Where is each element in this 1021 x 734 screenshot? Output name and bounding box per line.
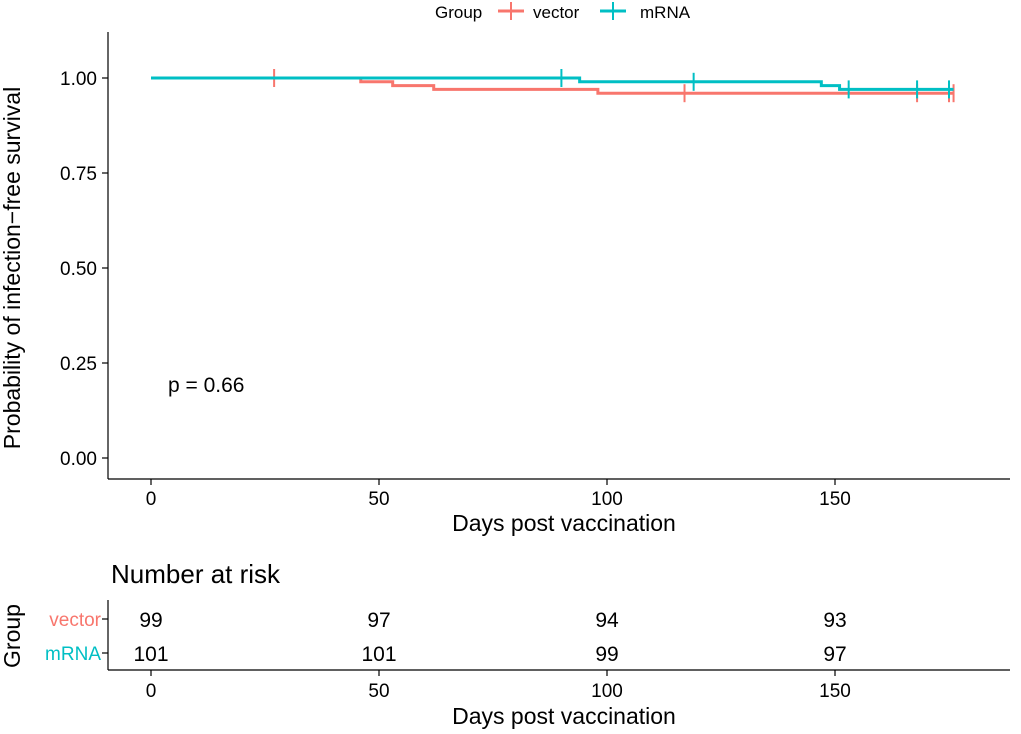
y-tick-label: 0.00 <box>60 449 97 470</box>
main-plot: 0.000.250.500.751.00 0 50 100 150 p = 0.66 … <box>0 32 1010 536</box>
risk-value-mrna: 97 <box>823 643 846 666</box>
y-axis-title: Probability of infection−free survival <box>0 87 25 449</box>
x-tick-label: 0 <box>146 489 157 510</box>
risk-x-tick-label: 150 <box>819 681 851 702</box>
x-tick-label: 50 <box>368 489 389 510</box>
risk-value-vector: 94 <box>595 609 619 632</box>
p-value-annotation: p = 0.66 <box>168 374 244 397</box>
legend-label-mrna: mRNA <box>640 3 691 22</box>
y-tick-label: 0.25 <box>60 354 97 375</box>
legend-key-mrna <box>600 2 626 20</box>
legend-title: Group <box>435 3 482 22</box>
risk-group-label-mrna: mRNA <box>45 644 101 665</box>
risk-table-y-title: Group <box>0 604 25 668</box>
legend: Group vector mRNA <box>435 2 691 22</box>
x-tick-label: 150 <box>819 489 851 510</box>
risk-x-axis: 0 50 100 150 <box>146 670 851 702</box>
risk-x-tick-label: 100 <box>591 681 623 702</box>
risk-value-vector: 93 <box>823 609 846 632</box>
y-tick-label: 0.75 <box>60 164 97 185</box>
risk-value-mrna: 101 <box>361 643 396 666</box>
legend-key-vector <box>498 2 524 20</box>
x-axis: 0 50 100 150 <box>146 479 851 510</box>
risk-value-mrna: 99 <box>595 643 618 666</box>
risk-table-title: Number at risk <box>111 559 281 589</box>
y-tick-label: 1.00 <box>60 69 97 90</box>
risk-table: Number at risk Group vector 99 97 94 93 mRNA 1… <box>0 559 1010 729</box>
risk-group-label-vector: vector <box>49 610 101 631</box>
risk-x-tick-label: 0 <box>146 681 157 702</box>
series-line-vector <box>151 76 954 95</box>
x-axis-title: Days post vaccination <box>452 510 676 536</box>
risk-value-mrna: 101 <box>133 643 168 666</box>
risk-rows: vector 99 97 94 93 mRNA 101 101 99 97 <box>45 609 847 666</box>
series-layer <box>151 69 955 103</box>
y-tick-label: 0.50 <box>60 259 97 280</box>
risk-value-vector: 99 <box>139 609 162 632</box>
y-axis: 0.00 0.25 0.50 0.75 1.00 <box>60 69 108 470</box>
x-tick-label: 100 <box>591 489 623 510</box>
legend-label-vector: vector <box>533 3 580 22</box>
risk-x-tick-label: 50 <box>368 681 389 702</box>
risk-value-vector: 97 <box>367 609 390 632</box>
risk-x-axis-title: Days post vaccination <box>452 703 676 729</box>
series-line-mrna <box>151 76 954 91</box>
